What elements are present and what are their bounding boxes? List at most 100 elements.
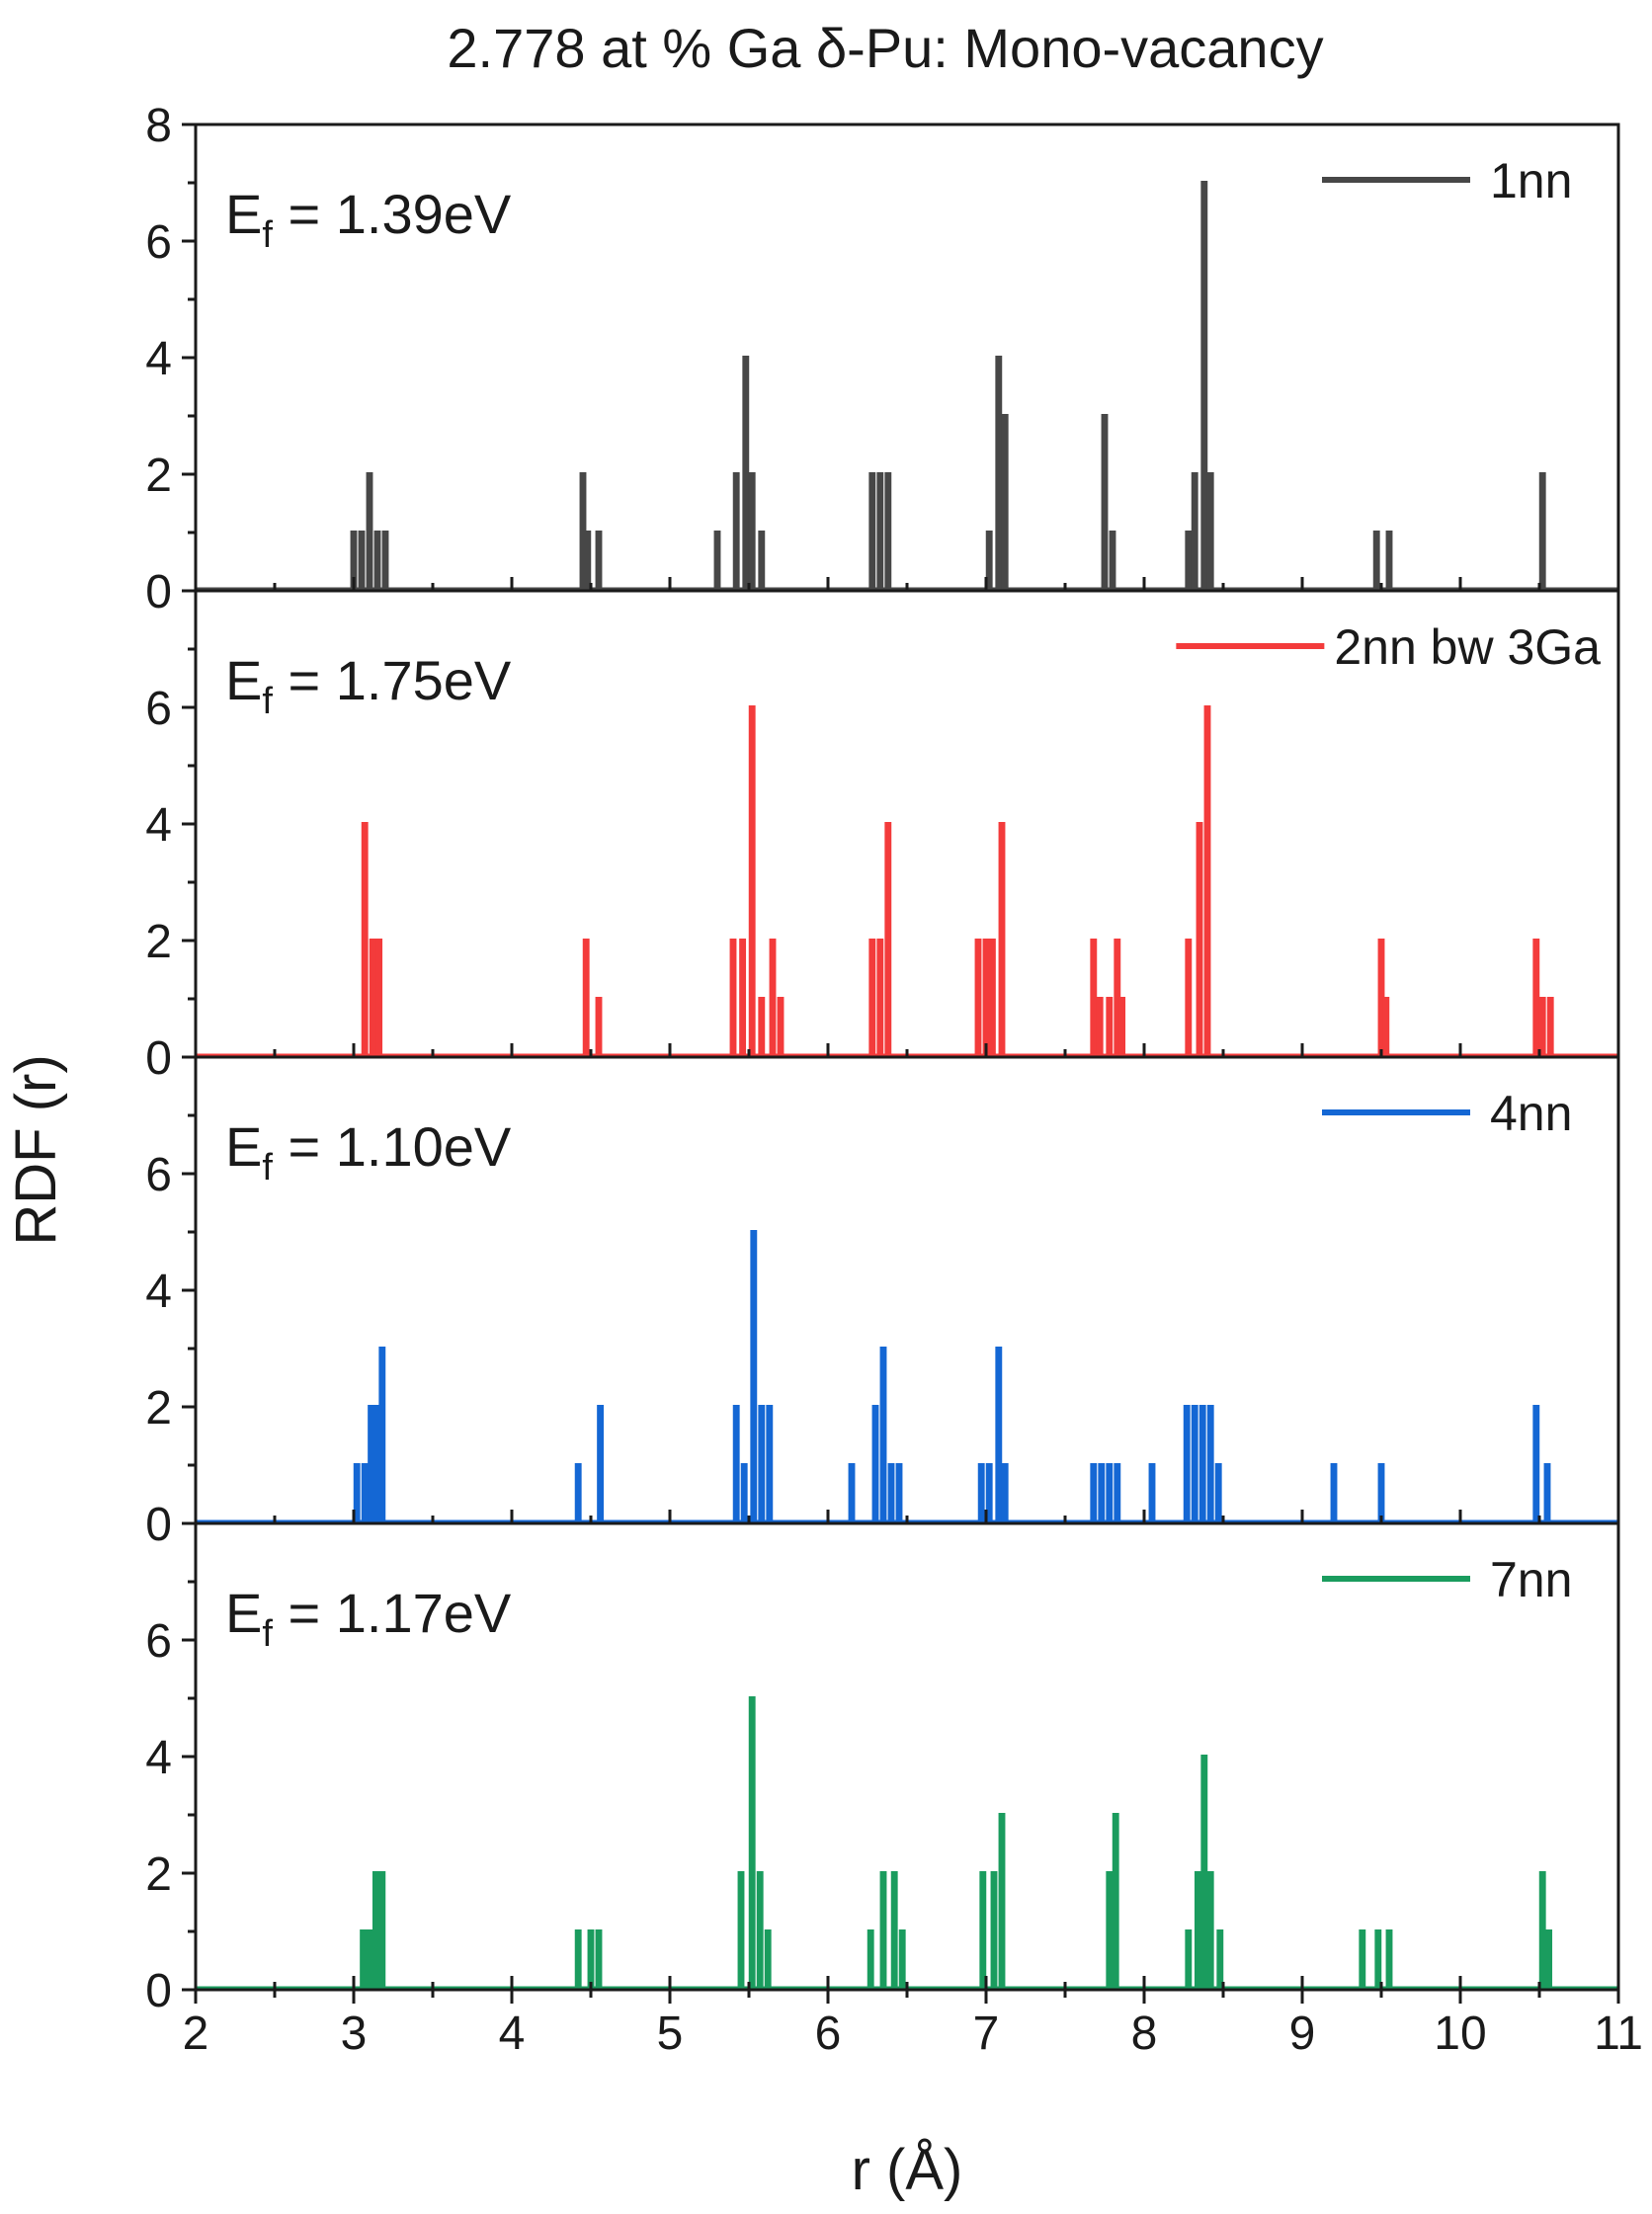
peak-2nn-bw-3ga-2 <box>375 939 383 1055</box>
y-tick-label-1nn-2: 2 <box>145 450 172 502</box>
annotation-2nn-bw-3ga: Ef = 1.75eV <box>225 649 512 722</box>
peak-2nn-bw-3ga-26 <box>1377 939 1385 1055</box>
annotation-symbol-4nn: E <box>225 1115 262 1178</box>
x-tick-label-8: 8 <box>1131 2008 1158 2060</box>
legend-label-2nn-bw-3ga: 2nn bw 3Ga <box>1334 619 1601 675</box>
peak-7nn-28 <box>1538 1871 1546 1988</box>
peak-2nn-bw-3ga-20 <box>1106 997 1114 1055</box>
x-tick-label-11: 11 <box>1594 2008 1643 2060</box>
y-tick-label-2nn-bw-3ga-2: 2 <box>145 916 172 968</box>
annotation-4nn: Ef = 1.10eV <box>225 1115 512 1189</box>
peak-2nn-bw-3ga-8 <box>758 997 766 1055</box>
peak-4nn-34 <box>1543 1463 1551 1521</box>
peak-4nn-1 <box>361 1463 369 1521</box>
peak-4nn-9 <box>750 1230 758 1521</box>
y-tick-label-1nn-0: 0 <box>145 566 172 618</box>
peak-4nn-13 <box>871 1405 879 1521</box>
y-tick-label-1nn-4: 4 <box>145 333 172 385</box>
peak-4nn-30 <box>1214 1463 1222 1521</box>
peak-7nn-16 <box>990 1871 998 1988</box>
peak-1nn-26 <box>1385 531 1393 589</box>
y-tick-label-4nn-6: 6 <box>145 1149 172 1201</box>
peak-4nn-28 <box>1198 1405 1206 1521</box>
peak-1nn-6 <box>584 531 592 589</box>
peak-4nn-27 <box>1191 1405 1198 1521</box>
peak-4nn-29 <box>1206 1405 1214 1521</box>
panel-2nn-bw-3ga: 0 2 4 6 Ef = 1.75eV 2nn bw 3Ga <box>145 589 1620 1085</box>
peak-4nn-26 <box>1183 1405 1191 1521</box>
peak-7nn-7 <box>737 1871 745 1988</box>
peak-1nn-27 <box>1538 472 1546 589</box>
x-tick-label-5: 5 <box>657 2008 684 2060</box>
peak-2nn-bw-3ga-17 <box>998 822 1006 1055</box>
peak-2nn-bw-3ga-24 <box>1196 822 1203 1055</box>
x-tick-label-6: 6 <box>815 2008 842 2060</box>
peak-4nn-3 <box>373 1405 381 1521</box>
peak-7nn-23 <box>1206 1871 1214 1988</box>
peak-7nn-19 <box>1112 1813 1119 1988</box>
peak-4nn-17 <box>977 1463 985 1521</box>
peak-7nn-12 <box>879 1871 887 1988</box>
peak-2nn-bw-3ga-7 <box>748 705 756 1055</box>
peak-7nn-24 <box>1216 1929 1224 1988</box>
y-tick-label-4nn-0: 0 <box>145 1499 172 1551</box>
peak-4nn-15 <box>887 1463 895 1521</box>
peak-2nn-bw-3ga-18 <box>1090 939 1098 1055</box>
peak-1nn-16 <box>985 531 993 589</box>
peak-2nn-bw-3ga-29 <box>1538 997 1546 1055</box>
peak-7nn-9 <box>756 1871 764 1988</box>
legend-label-1nn: 1nn <box>1490 153 1572 208</box>
annotation-symbol-2nn-bw-3ga: E <box>225 649 262 711</box>
peak-1nn-24 <box>1206 472 1214 589</box>
legend-label-4nn: 4nn <box>1490 1086 1572 1141</box>
peak-4nn-4 <box>378 1347 386 1521</box>
peak-4nn-18 <box>985 1463 993 1521</box>
annotation-symbol-7nn: E <box>225 1582 262 1644</box>
peak-4nn-5 <box>574 1463 582 1521</box>
y-tick-label-7nn-4: 4 <box>145 1732 172 1784</box>
peak-4nn-12 <box>848 1463 856 1521</box>
peak-2nn-bw-3ga-19 <box>1096 997 1104 1055</box>
peak-7nn-5 <box>587 1929 595 1988</box>
peak-4nn-20 <box>1001 1463 1009 1521</box>
y-tick-label-2nn-bw-3ga-6: 6 <box>145 683 172 735</box>
peak-1nn-15 <box>884 472 892 589</box>
peak-7nn-10 <box>764 1929 772 1988</box>
y-axis-label: RDF (r) <box>4 1054 68 1245</box>
y-tick-label-4nn-4: 4 <box>145 1266 172 1318</box>
peak-2nn-bw-3ga-21 <box>1114 939 1121 1055</box>
peak-7nn-1 <box>366 1929 373 1988</box>
annotation-symbol-1nn: E <box>225 183 262 245</box>
peak-4nn-23 <box>1106 1463 1114 1521</box>
peak-4nn-7 <box>732 1405 740 1521</box>
y-tick-label-2nn-bw-3ga-4: 4 <box>145 799 172 852</box>
legend-label-7nn: 7nn <box>1490 1552 1572 1607</box>
peak-1nn-23 <box>1200 181 1208 589</box>
peak-2nn-bw-3ga-14 <box>974 939 982 1055</box>
y-tick-label-4nn-2: 2 <box>145 1382 172 1435</box>
annotation-subscript-2nn-bw-3ga: f <box>262 681 273 722</box>
panel-4nn: 0 2 4 6 Ef = 1.10eV 4nn <box>145 1055 1620 1551</box>
peak-7nn-15 <box>979 1871 987 1988</box>
peak-7nn-27 <box>1385 1929 1393 1988</box>
peak-1nn-2 <box>366 472 373 589</box>
x-tick-label-10: 10 <box>1434 2008 1486 2060</box>
peak-7nn-6 <box>595 1929 603 1988</box>
peak-2nn-bw-3ga-30 <box>1546 997 1554 1055</box>
annotation-value-7nn: = 1.17eV <box>273 1582 512 1644</box>
peak-1nn-22 <box>1191 472 1198 589</box>
x-axis-label: r (Å) <box>852 2138 963 2202</box>
peak-4nn-6 <box>597 1405 605 1521</box>
peak-2nn-bw-3ga-0 <box>361 822 369 1055</box>
peak-1nn-19 <box>1101 414 1109 589</box>
peak-7nn-18 <box>1106 1871 1114 1988</box>
peak-1nn-11 <box>748 472 756 589</box>
y-tick-label-1nn-8: 8 <box>145 100 172 152</box>
peak-4nn-8 <box>740 1463 748 1521</box>
peak-7nn-25 <box>1359 1929 1366 1988</box>
peak-4nn-14 <box>879 1347 887 1521</box>
peak-2nn-bw-3ga-6 <box>739 939 747 1055</box>
